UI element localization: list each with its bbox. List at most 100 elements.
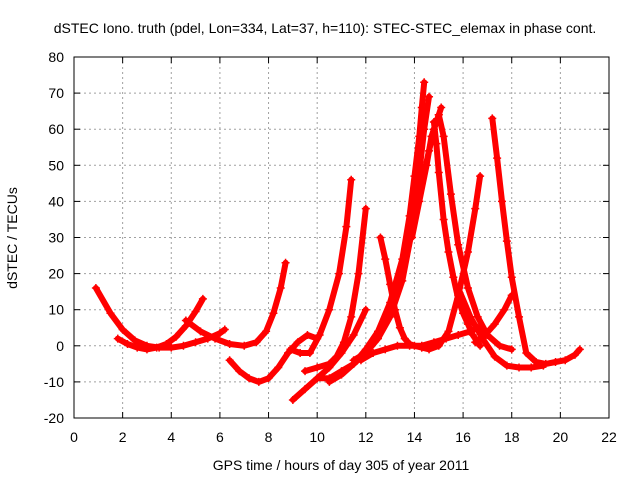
data-point	[476, 172, 485, 181]
data-point	[133, 343, 142, 352]
data-point	[325, 359, 334, 368]
data-point	[337, 370, 346, 379]
data-point	[527, 363, 536, 372]
data-point	[466, 312, 475, 321]
data-point	[490, 320, 499, 329]
x-tick-label: 22	[601, 429, 617, 445]
data-point	[454, 330, 463, 339]
data-point	[471, 204, 480, 213]
data-point	[179, 341, 188, 350]
data-point	[162, 339, 171, 348]
y-tick-label: 30	[48, 230, 64, 246]
data-point	[476, 341, 485, 350]
y-tick-label: 0	[56, 338, 64, 354]
y-tick-label: 10	[48, 302, 64, 318]
y-tick-label: -20	[44, 410, 64, 426]
x-tick-label: 8	[265, 429, 273, 445]
data-point	[369, 349, 378, 358]
data-point	[342, 222, 351, 231]
data-point	[444, 327, 453, 336]
data-point	[498, 197, 506, 206]
data-point	[361, 204, 370, 213]
x-tick-label: 14	[407, 429, 423, 445]
data-point	[454, 240, 463, 249]
grid	[74, 57, 609, 418]
data-point	[301, 385, 310, 394]
x-tick-label: 20	[553, 429, 569, 445]
data-point	[130, 336, 139, 345]
data-point	[286, 345, 295, 354]
data-point	[376, 233, 385, 242]
data-point	[393, 341, 402, 350]
data-point	[391, 305, 399, 314]
data-point	[420, 78, 429, 87]
y-tick-label: 50	[48, 157, 64, 173]
data-point	[215, 329, 224, 338]
data-point	[274, 363, 283, 372]
data-point	[478, 334, 487, 343]
series-arc-17	[488, 114, 584, 368]
data-point	[262, 327, 271, 336]
data-point	[349, 330, 358, 339]
data-point	[415, 197, 424, 206]
y-tick-label: 40	[48, 193, 64, 209]
data-point	[551, 358, 560, 367]
x-tick-label: 12	[358, 429, 374, 445]
data-point	[276, 284, 285, 293]
data-point	[408, 233, 417, 242]
data-point	[245, 374, 254, 383]
data-point	[123, 339, 132, 348]
data-point	[225, 356, 234, 365]
data-point	[468, 330, 477, 339]
data-point	[296, 349, 305, 358]
data-point	[434, 341, 443, 350]
axis-ticks: 0 2 4 6 8 10 12 14 16 18 20 22 -20 -10 0 10 20 30 40 50 60 70…	[44, 49, 617, 445]
data-point	[198, 294, 207, 303]
data-point	[118, 325, 127, 334]
x-tick-label: 16	[455, 429, 471, 445]
data-point	[91, 284, 100, 293]
data-point	[434, 168, 443, 177]
data-point	[490, 352, 499, 361]
data-point	[575, 345, 584, 354]
data-point	[142, 345, 151, 354]
data-point	[211, 334, 220, 343]
data-point	[313, 374, 322, 383]
y-tick-label: 20	[48, 266, 64, 282]
data-point	[570, 350, 579, 359]
data-point	[339, 338, 348, 347]
data-point	[240, 341, 249, 350]
series-arc-18	[454, 284, 548, 372]
chart-title: dSTEC Iono. truth (pdel, Lon=334, Lat=37…	[54, 20, 597, 36]
data-point	[398, 262, 407, 271]
data-point	[373, 330, 382, 339]
data-point	[225, 339, 234, 348]
data-point	[361, 305, 370, 314]
x-tick-label: 0	[70, 429, 78, 445]
series-arc-02	[113, 294, 207, 354]
data-point	[439, 215, 448, 224]
data-point	[288, 395, 297, 404]
data-point	[354, 269, 363, 278]
data-point	[395, 323, 404, 332]
data-point	[434, 110, 443, 119]
x-axis-title: GPS time / hours of day 305 of year 2011	[213, 457, 470, 473]
data-point	[493, 154, 502, 163]
series-line	[114, 295, 206, 353]
data-point	[432, 139, 441, 148]
data-point	[425, 92, 434, 101]
data-point	[303, 330, 312, 339]
data-point	[500, 305, 509, 314]
data-point	[415, 132, 424, 141]
data-point	[471, 338, 480, 347]
data-point	[515, 312, 524, 321]
data-point	[417, 103, 426, 112]
data-point	[281, 258, 290, 267]
y-tick-label: -10	[44, 374, 64, 390]
data-point	[349, 356, 358, 365]
data-point	[264, 374, 273, 383]
data-point	[381, 345, 390, 354]
y-tick-label: 60	[48, 121, 64, 137]
data-point	[522, 349, 531, 358]
x-tick-label: 2	[119, 429, 127, 445]
